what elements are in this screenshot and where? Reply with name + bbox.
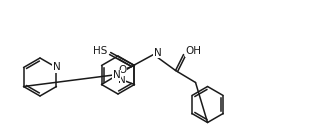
Text: OH: OH — [186, 46, 202, 56]
Text: N: N — [53, 62, 60, 72]
Text: HS: HS — [93, 46, 108, 56]
Text: N: N — [154, 47, 161, 57]
Text: N: N — [118, 75, 126, 85]
Text: O: O — [118, 65, 126, 75]
Text: N: N — [113, 71, 120, 81]
